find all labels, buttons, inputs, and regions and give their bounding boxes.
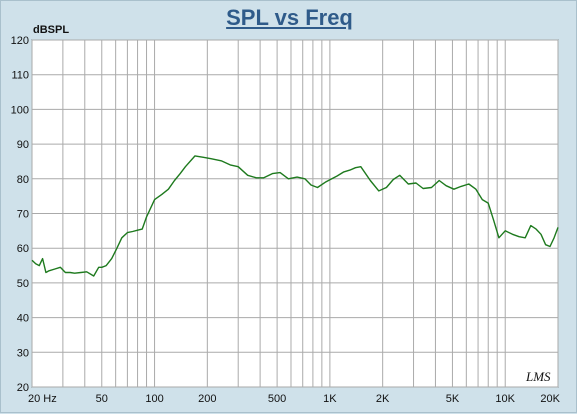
grid-lines — [31, 39, 559, 388]
x-tick-label: 50 — [96, 393, 108, 405]
y-tick-label: 100 — [11, 104, 29, 116]
x-tick-label: 10K — [495, 393, 515, 405]
y-tick-label: 70 — [17, 209, 29, 221]
x-tick-label: 1K — [323, 393, 337, 405]
y-tick-label: 20 — [17, 382, 29, 394]
x-tick-label: 20 Hz — [28, 393, 57, 405]
y-tick-labels: 20 30 40 50 60 70 80 90 100 110 120 — [11, 35, 29, 394]
x-tick-labels: 20 Hz 50 100 200 500 1K 2K 5K 10K 20K — [28, 393, 561, 405]
x-tick-label: 5K — [446, 393, 460, 405]
y-tick-label: 90 — [17, 139, 29, 151]
y-axis-label: dBSPL — [33, 24, 69, 36]
x-tick-label: 500 — [268, 393, 286, 405]
y-tick-label: 30 — [17, 347, 29, 359]
spl-series-line — [31, 155, 559, 277]
lms-logo: LMS — [525, 369, 551, 384]
y-tick-label: 110 — [11, 70, 29, 82]
x-tick-label: 100 — [145, 393, 163, 405]
y-tick-label: 40 — [17, 313, 29, 325]
x-tick-label: 200 — [198, 393, 216, 405]
x-tick-label: 2K — [376, 393, 390, 405]
chart-title: SPL vs Freq — [226, 5, 353, 30]
y-tick-label: 120 — [11, 35, 29, 47]
x-tick-label: 20K — [540, 393, 560, 405]
y-tick-label: 60 — [17, 243, 29, 255]
y-tick-label: 50 — [17, 278, 29, 290]
series-layer — [31, 155, 559, 277]
y-tick-label: 80 — [17, 174, 29, 186]
